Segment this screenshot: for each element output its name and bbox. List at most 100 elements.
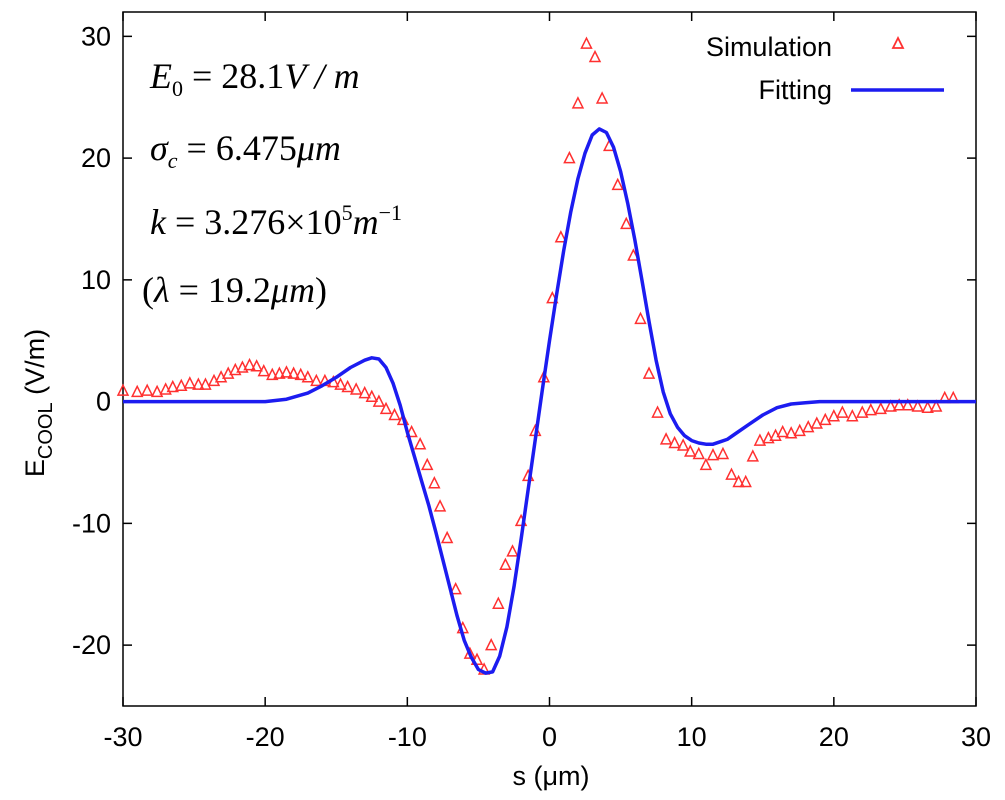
simulation-point — [588, 49, 602, 63]
simulation-point — [762, 430, 775, 444]
simulation-point — [706, 448, 720, 461]
simulation-point — [554, 230, 568, 243]
fitting-curve — [123, 127, 976, 675]
simulation-point — [413, 437, 427, 450]
x-tick-label: 30 — [961, 722, 991, 752]
annotations: E0 = 28.1V / m σc = 6.475μm k = 3.276×10… — [142, 56, 402, 310]
simulation-point — [229, 362, 242, 376]
simulation-point — [280, 365, 293, 378]
simulation-point — [506, 544, 519, 557]
simulation-point — [388, 407, 401, 421]
simulation-point — [257, 363, 270, 377]
simulation-point — [793, 423, 806, 437]
x-tick-label: -20 — [246, 722, 285, 752]
simulation-point — [642, 366, 656, 379]
simulation-point — [716, 446, 730, 460]
annotation-e0: E0 = 28.1V / m — [149, 56, 360, 101]
x-tick-label: 10 — [677, 722, 707, 752]
simulation-point — [929, 399, 943, 412]
simulation-point — [484, 637, 498, 651]
simulation-point — [884, 399, 897, 412]
simulation-point — [776, 424, 789, 438]
simulation-point — [819, 412, 832, 426]
simulation-point — [140, 383, 154, 396]
axes — [122, 11, 977, 707]
simulation-point — [131, 384, 144, 398]
simulation-point — [634, 311, 647, 325]
y-tick-label: -20 — [72, 630, 111, 660]
simulation-point — [563, 150, 576, 164]
simulation-points — [116, 36, 960, 675]
annotation-lambda: (λ = 19.2μm) — [142, 270, 327, 310]
simulation-point — [684, 444, 697, 457]
simulation-point — [310, 373, 323, 387]
simulation-point — [349, 382, 363, 395]
simulation-point — [692, 446, 705, 460]
simulation-point — [827, 409, 841, 422]
simulation-point — [159, 382, 172, 395]
simulation-point — [150, 384, 164, 398]
series-layer — [116, 36, 976, 675]
simulation-point — [753, 433, 767, 446]
simulation-point — [492, 596, 505, 609]
annotation-k: k = 3.276×105m−1 — [150, 200, 402, 242]
simulation-point — [341, 379, 354, 393]
simulation-point — [921, 400, 934, 413]
legend: Simulation Fitting — [706, 32, 944, 105]
simulation-point — [836, 405, 849, 418]
simulation-point — [611, 177, 624, 191]
simulation-point — [365, 389, 379, 402]
simulation-point — [183, 376, 197, 389]
simulation-point — [668, 435, 681, 449]
simulation-point — [428, 476, 441, 489]
simulation-point — [116, 383, 130, 396]
simulation-point — [676, 438, 690, 451]
simulation-point — [901, 398, 914, 411]
simulation-point — [301, 370, 315, 383]
simulation-point — [449, 581, 462, 595]
simulation-point — [166, 379, 179, 393]
simulation-point — [810, 416, 823, 429]
simulation-point — [739, 474, 752, 488]
simulation-point — [595, 91, 609, 104]
y-tick-label: -10 — [72, 508, 111, 538]
simulation-point — [784, 426, 798, 439]
simulation-point — [856, 405, 869, 418]
simulation-point — [236, 360, 249, 373]
y-axis-label: ECOOL (V/m) — [20, 329, 57, 477]
simulation-point — [893, 398, 906, 411]
simulation-point — [874, 401, 887, 415]
simulation-point — [651, 405, 664, 418]
simulation-point — [273, 366, 286, 379]
simulation-point — [580, 36, 593, 49]
annotation-sigma: σc = 6.475μm — [150, 128, 341, 173]
x-axis-label: s (μm) — [512, 761, 589, 791]
simulation-point — [421, 457, 434, 471]
x-tick-label: -10 — [388, 722, 427, 752]
simulation-point — [334, 377, 347, 390]
legend-marker-simulation — [891, 35, 905, 49]
x-tick-label: -30 — [103, 722, 142, 752]
simulation-point — [699, 457, 713, 471]
simulation-point — [433, 499, 447, 512]
ticks: -30 -20 -10 0 10 20 30 -20 -10 0 10 20 30 — [72, 12, 991, 752]
simulation-point — [746, 449, 760, 462]
simulation-point — [405, 424, 418, 438]
y-tick-label: 0 — [96, 387, 111, 417]
simulation-point — [846, 409, 859, 422]
simulation-point — [199, 377, 212, 390]
y-axis-label-unit: (V/m) — [20, 329, 50, 403]
simulation-point — [659, 432, 673, 445]
y-axis-label-sub: COOL — [35, 402, 57, 459]
y-tick-label: 20 — [81, 143, 111, 173]
simulation-point — [911, 399, 924, 412]
plot-frame — [122, 11, 977, 707]
simulation-point — [864, 402, 878, 416]
simulation-point — [379, 401, 393, 415]
simulation-point — [440, 530, 454, 544]
legend-label-simulation: Simulation — [706, 32, 832, 62]
simulation-point — [372, 394, 386, 407]
simulation-point — [725, 467, 738, 480]
x-tick-label: 20 — [819, 722, 849, 752]
